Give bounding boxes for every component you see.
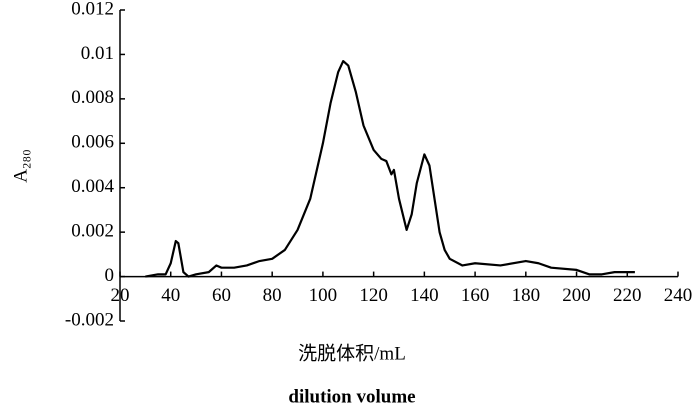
x-tick-label: 60 [212,285,231,306]
x-tick-label: 20 [111,285,130,306]
y-tick-label: 0.008 [71,87,114,108]
y-tick-label: 0.004 [71,176,114,197]
x-tick-label: 100 [309,285,338,306]
y-tick-label: 0.006 [71,132,114,153]
x-tick-label: 140 [410,285,439,306]
x-tick-label: 220 [613,285,642,306]
x-axis-label-english: dilution volume [288,386,415,407]
y-tick-label: 0.002 [71,221,114,242]
x-axis-label: 洗脱体积/mL [298,342,406,364]
x-tick-label: 80 [263,285,282,306]
x-tick-label: 240 [664,285,693,306]
x-tick-label: 120 [359,285,388,306]
y-tick-label: 0.012 [71,0,114,19]
x-tick-label: 40 [161,285,180,306]
y-tick-label: -0.002 [65,309,114,330]
y-tick-label: 0.01 [81,43,114,64]
y-tick-label: 0 [105,265,115,286]
x-tick-label: 200 [562,285,591,306]
x-tick-label: 180 [512,285,541,306]
x-tick-label: 160 [461,285,490,306]
y-axis-label: A₂₈₀ [10,149,31,183]
data-line [145,59,635,278]
